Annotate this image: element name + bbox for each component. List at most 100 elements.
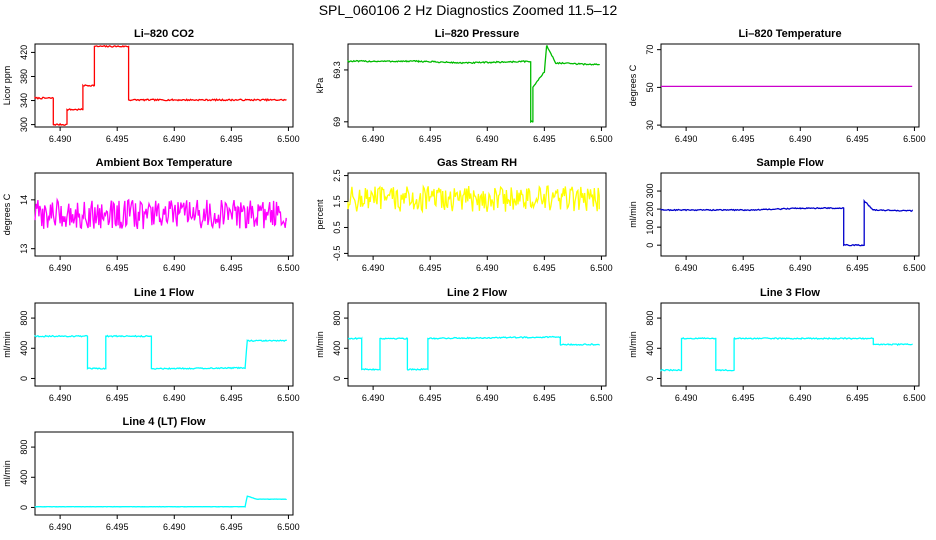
x-tick-label: 6.490	[163, 522, 186, 532]
x-tick-label: 6.495	[846, 393, 869, 403]
x-tick-label: 6.495	[220, 134, 243, 144]
panel-8: Line 2 Flow 0 400 800 ml/min 6.490 6.495 6.490 6…	[315, 287, 613, 403]
x-tick-label: 6.495	[419, 263, 442, 273]
x-tick-label: 6.490	[476, 134, 499, 144]
x-tick-label: 6.500	[903, 263, 926, 273]
x-tick-label: 6.490	[49, 393, 72, 403]
y-tick-label: 400	[19, 341, 29, 356]
panel-4: Ambient Box Temperature 13 14 degrees C 6.49…	[2, 157, 300, 273]
x-tick-label: 6.495	[220, 263, 243, 273]
panel-title: Li–820 CO2	[134, 28, 194, 40]
series-line	[34, 495, 287, 508]
y-tick-label: 420	[19, 45, 29, 60]
panel-title: Gas Stream RH	[437, 157, 517, 169]
y-tick-label: 0	[19, 376, 29, 381]
panel-title: Sample Flow	[756, 157, 824, 169]
x-tick-label: 6.490	[163, 263, 186, 273]
series-line	[34, 334, 287, 370]
plot-frame	[660, 172, 920, 257]
y-tick-label: 400	[19, 470, 29, 485]
y-tick-label: 0	[19, 505, 29, 510]
x-tick-label: 6.495	[846, 263, 869, 273]
panel-5: Gas Stream RH -0.5 0.5 1.5 2.5 percent 6.490 6.…	[315, 157, 613, 273]
x-tick-label: 6.495	[732, 134, 755, 144]
x-tick-label: 6.495	[106, 263, 129, 273]
x-tick-label: 6.500	[277, 522, 300, 532]
y-tick-label: 800	[19, 440, 29, 455]
panel-title: Line 1 Flow	[134, 287, 194, 299]
y-axis-label: degrees C	[2, 193, 12, 235]
y-tick-label: 14	[19, 195, 29, 205]
y-axis-label: percent	[315, 199, 325, 230]
x-tick-label: 6.490	[362, 134, 385, 144]
x-tick-label: 6.495	[106, 522, 129, 532]
y-tick-label: 340	[19, 93, 29, 108]
y-tick-label: 0.5	[332, 221, 342, 234]
x-tick-label: 6.490	[789, 393, 812, 403]
panel-6: Sample Flow 0 100 200 300 ml/min 6.490 6.495 6.4…	[628, 157, 926, 273]
x-tick-label: 6.490	[789, 134, 812, 144]
y-tick-label: 300	[645, 184, 655, 199]
y-tick-label: 1.5	[332, 195, 342, 208]
panel-9: Line 3 Flow 0 400 800 ml/min 6.490 6.495 6.490 6…	[628, 287, 926, 403]
plot-frame	[660, 302, 920, 387]
x-tick-label: 6.495	[220, 522, 243, 532]
panel-title: Li–820 Pressure	[435, 28, 519, 40]
y-tick-label: 0	[332, 376, 342, 381]
y-tick-label: 300	[19, 117, 29, 132]
y-tick-label: 30	[645, 120, 655, 130]
plot-frame	[347, 172, 607, 257]
y-tick-label: 13	[19, 244, 29, 254]
x-tick-label: 6.500	[277, 393, 300, 403]
y-axis-label: ml/min	[2, 460, 12, 487]
panel-2: Li–820 Pressure 69 69.3 kPa 6.490 6.495 6.490 6…	[315, 28, 613, 144]
series-line	[34, 197, 287, 230]
y-tick-label: 800	[645, 311, 655, 326]
y-tick-label: 0	[645, 376, 655, 381]
series-line	[660, 198, 913, 247]
panel-title: Line 4 (LT) Flow	[123, 416, 206, 428]
x-tick-label: 6.495	[732, 263, 755, 273]
plot-frame	[347, 43, 607, 128]
series-line	[347, 44, 600, 124]
x-tick-label: 6.490	[675, 263, 698, 273]
y-tick-label: -0.5	[332, 246, 342, 262]
y-axis-label: Licor ppm	[2, 66, 12, 106]
x-tick-label: 6.495	[220, 393, 243, 403]
y-tick-label: 380	[19, 69, 29, 84]
x-tick-label: 6.495	[533, 134, 556, 144]
x-tick-label: 6.495	[106, 134, 129, 144]
y-tick-label: 50	[645, 82, 655, 92]
series-line	[347, 335, 600, 371]
y-tick-label: 800	[19, 311, 29, 326]
y-axis-label: kPa	[315, 78, 325, 94]
x-tick-label: 6.495	[533, 263, 556, 273]
x-tick-label: 6.495	[419, 393, 442, 403]
x-tick-label: 6.490	[49, 522, 72, 532]
x-tick-label: 6.495	[732, 393, 755, 403]
x-tick-label: 6.490	[476, 263, 499, 273]
x-tick-label: 6.495	[106, 393, 129, 403]
series-line	[347, 184, 600, 214]
x-tick-label: 6.500	[590, 393, 613, 403]
figure-title: SPL_060106 2 Hz Diagnostics Zoomed 11.5–…	[318, 2, 618, 18]
y-axis-label: ml/min	[628, 201, 638, 228]
plot-frame	[660, 43, 920, 128]
y-axis-label: ml/min	[628, 331, 638, 358]
series-line	[34, 44, 287, 127]
x-tick-label: 6.490	[362, 393, 385, 403]
y-tick-label: 200	[645, 202, 655, 217]
x-tick-label: 6.500	[277, 134, 300, 144]
x-tick-label: 6.495	[846, 134, 869, 144]
x-tick-label: 6.490	[163, 134, 186, 144]
x-tick-label: 6.490	[476, 393, 499, 403]
panel-title: Line 2 Flow	[447, 287, 507, 299]
x-tick-label: 6.490	[675, 393, 698, 403]
panel-10: Line 4 (LT) Flow 0 400 800 ml/min 6.490 6.495 6…	[2, 416, 300, 532]
y-axis-label: degrees C	[628, 64, 638, 106]
panel-title: Line 3 Flow	[760, 287, 820, 299]
x-tick-label: 6.490	[789, 263, 812, 273]
y-tick-label: 2.5	[332, 169, 342, 182]
plot-frame	[34, 431, 294, 516]
plot-frame	[347, 302, 607, 387]
